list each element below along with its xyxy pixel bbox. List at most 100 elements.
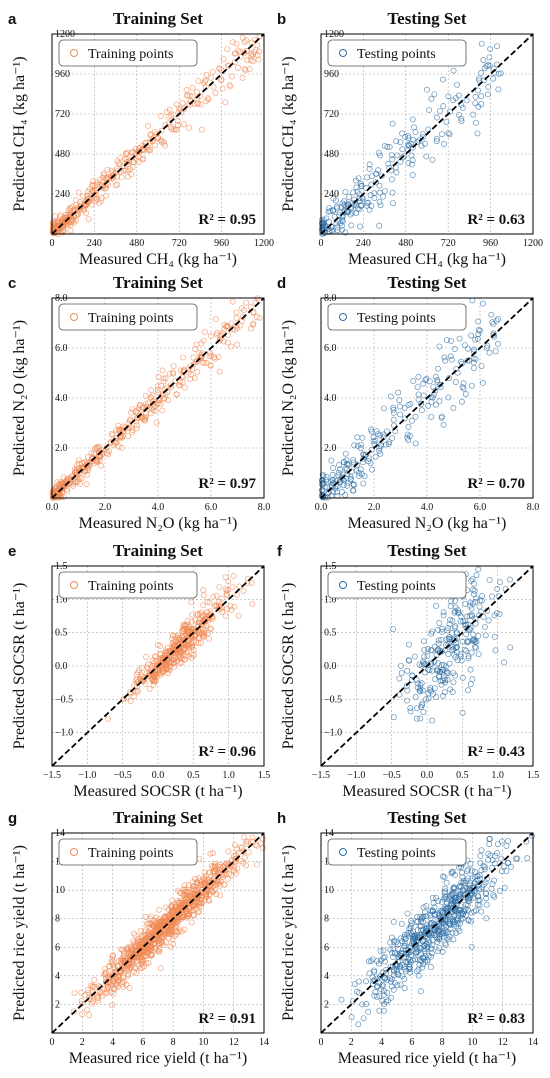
data-point xyxy=(498,855,505,862)
data-point xyxy=(368,958,375,965)
panel-letter: a xyxy=(8,11,17,28)
data-point xyxy=(231,50,238,57)
data-point xyxy=(408,417,415,424)
x-tick-label: 720 xyxy=(172,238,187,249)
data-point xyxy=(433,603,440,609)
data-point xyxy=(85,195,92,202)
data-point xyxy=(426,667,433,674)
data-point xyxy=(472,643,478,650)
data-point xyxy=(110,990,117,997)
panel-letter: b xyxy=(277,11,286,28)
data-point xyxy=(417,913,424,920)
data-point xyxy=(466,898,473,905)
data-point xyxy=(173,391,180,398)
data-point xyxy=(394,969,401,976)
data-point xyxy=(435,898,442,904)
data-point xyxy=(125,971,132,978)
data-point xyxy=(419,702,425,709)
data-point xyxy=(136,666,143,673)
data-point xyxy=(341,209,348,216)
data-point xyxy=(445,130,452,137)
data-point xyxy=(442,357,449,364)
data-point xyxy=(231,603,238,610)
data-point xyxy=(176,382,183,389)
data-point xyxy=(210,83,217,90)
data-point xyxy=(109,432,116,439)
data-point xyxy=(155,374,162,380)
data-point xyxy=(201,629,208,636)
data-point xyxy=(469,613,476,620)
data-point xyxy=(190,354,197,361)
y-tick-label: 2.0 xyxy=(324,443,337,454)
data-point xyxy=(418,680,425,687)
data-point xyxy=(254,861,261,868)
legend-box xyxy=(58,838,198,866)
data-point xyxy=(175,635,182,642)
y-axis-label: Predicted CH₄ (kg ha⁻¹) xyxy=(11,56,28,211)
data-point xyxy=(89,998,96,1005)
data-point xyxy=(443,895,450,902)
data-point xyxy=(140,155,146,162)
data-point xyxy=(89,182,96,189)
data-point xyxy=(348,1014,355,1021)
data-point xyxy=(437,908,444,915)
data-point xyxy=(368,202,375,209)
data-point xyxy=(213,331,220,338)
data-point xyxy=(402,936,409,943)
one-to-one-line xyxy=(51,832,265,1034)
data-point xyxy=(442,905,449,912)
data-point xyxy=(453,930,459,937)
x-tick-label: 14 xyxy=(259,1037,269,1048)
data-point xyxy=(225,875,232,882)
data-point xyxy=(365,458,372,465)
data-point xyxy=(445,936,452,943)
data-point xyxy=(396,675,403,682)
data-point xyxy=(228,320,235,327)
data-point xyxy=(455,92,462,99)
data-point xyxy=(231,841,238,848)
y-tick-label: 6.0 xyxy=(324,343,337,354)
data-point xyxy=(212,887,218,894)
data-point xyxy=(120,972,127,979)
data-point xyxy=(428,688,435,695)
data-point xyxy=(471,346,478,353)
data-point xyxy=(254,52,261,59)
r2-annotation: R² = 0.70 xyxy=(467,476,525,492)
data-point xyxy=(435,637,442,644)
data-point xyxy=(414,384,421,391)
data-point xyxy=(488,311,495,318)
data-point xyxy=(435,646,442,653)
y-tick-label: 960 xyxy=(55,69,70,80)
data-point xyxy=(419,134,426,141)
data-point xyxy=(170,363,177,370)
data-point xyxy=(96,181,103,188)
data-point xyxy=(422,377,429,384)
data-point xyxy=(449,689,456,696)
data-point xyxy=(203,97,210,104)
data-point xyxy=(191,912,198,919)
data-point xyxy=(524,855,531,862)
data-point xyxy=(493,317,500,324)
data-point xyxy=(434,378,441,385)
x-axis-label: Measured rice yield (t ha⁻¹) xyxy=(338,1050,517,1067)
data-point xyxy=(63,476,70,483)
data-point xyxy=(181,645,188,652)
data-point xyxy=(200,602,207,609)
x-tick-label: 14 xyxy=(528,1037,538,1048)
data-point xyxy=(71,990,78,996)
data-point xyxy=(212,316,219,323)
data-point xyxy=(441,895,447,902)
data-point xyxy=(451,624,458,631)
data-point xyxy=(334,205,341,212)
data-point xyxy=(181,105,187,112)
data-point xyxy=(478,93,485,100)
data-point xyxy=(470,631,477,638)
data-point xyxy=(397,981,404,988)
y-tick-label: −0.5 xyxy=(55,694,73,705)
data-point xyxy=(225,848,232,855)
data-point xyxy=(405,401,412,408)
axes-frame xyxy=(320,297,534,499)
data-point xyxy=(355,1021,362,1028)
data-point xyxy=(232,856,239,862)
legend-marker-icon xyxy=(339,848,347,856)
